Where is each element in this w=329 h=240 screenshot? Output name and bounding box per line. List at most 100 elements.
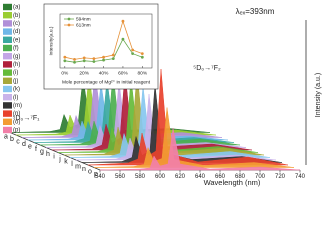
legend-label: (l) <box>13 95 18 101</box>
y-axis-label: Intensity (a.u.) <box>315 73 322 117</box>
x-tick-label: 580 <box>135 174 146 180</box>
depth-label: l <box>71 161 73 168</box>
legend-label: (b) <box>13 13 20 19</box>
legend-label: (n) <box>13 111 20 117</box>
x-tick-label: 20% <box>79 70 89 76</box>
spectrum <box>75 93 277 161</box>
depth-label: p <box>94 171 98 178</box>
depth-label: d <box>22 141 26 148</box>
chart: λₑₓ=393nm Wavelength (nm) Intensity (a.u… <box>3 3 322 187</box>
marker <box>140 52 144 55</box>
legend-label: (e) <box>13 37 20 43</box>
x-tick-label: 680 <box>235 174 246 180</box>
marker <box>82 56 86 60</box>
spectrum <box>93 107 295 168</box>
depth-label: f <box>35 146 37 153</box>
marker <box>102 58 105 62</box>
x-tick-label: 700 <box>255 174 266 180</box>
x-tick-label: 620 <box>175 174 186 180</box>
legend-swatch <box>3 85 12 93</box>
legend-label: 613nm <box>76 22 91 28</box>
marker <box>102 55 105 59</box>
depth-label: k <box>64 158 68 165</box>
inset-frame <box>43 3 159 90</box>
depth-label: c <box>16 138 20 145</box>
x-tick-label: 600 <box>155 174 166 180</box>
x-tick-label: 720 <box>275 174 286 180</box>
legend-label: (k) <box>13 87 20 93</box>
legend-label: (j) <box>13 78 18 84</box>
marker <box>111 53 115 57</box>
legend-swatch <box>3 118 12 125</box>
depth-label: n <box>82 166 86 173</box>
spectrum <box>69 85 271 158</box>
marker <box>131 52 135 55</box>
spectrum <box>45 81 247 148</box>
x-axis-label: Wavelength (nm) <box>204 178 261 187</box>
marker <box>131 48 135 52</box>
inset-plot <box>59 13 153 69</box>
depth-label: e <box>28 143 32 150</box>
spectrum <box>51 71 253 151</box>
spectrum <box>63 70 265 156</box>
legend-swatch <box>3 69 12 76</box>
depth-label: m <box>75 163 81 170</box>
spectrum <box>15 74 217 136</box>
legend-swatch <box>3 20 12 27</box>
x-tick-label: 640 <box>195 174 206 180</box>
legend-label: (d) <box>13 29 20 35</box>
spectrum <box>87 68 289 166</box>
x-tick-label: 660 <box>215 174 226 180</box>
legend-marker <box>67 17 71 21</box>
x-tick-label: 540 <box>95 174 106 180</box>
legend-swatch <box>3 102 12 109</box>
marker <box>73 60 76 64</box>
x-tick-label: 740 <box>295 174 306 180</box>
legend-swatch <box>3 61 12 68</box>
legend-label: (f) <box>13 46 19 52</box>
spectrum <box>57 77 259 153</box>
depth-label: a <box>4 133 8 140</box>
legend-marker <box>67 23 71 27</box>
legend-label: (c) <box>13 21 20 27</box>
spectrum <box>21 71 223 138</box>
marker <box>92 57 96 61</box>
y-axis-label: Intensity(a.u.) <box>48 26 54 55</box>
legend-swatch <box>3 3 12 11</box>
marker <box>140 55 144 59</box>
legend-label: (a) <box>13 5 20 11</box>
chart-title: λₑₓ=393nm <box>236 7 275 16</box>
depth-label: g <box>40 148 44 155</box>
depth-label: i <box>53 153 55 160</box>
legend-swatch <box>3 28 12 35</box>
depth-axis <box>9 132 101 171</box>
depth-label: h <box>46 151 50 158</box>
legend-label: 594nm <box>76 16 91 22</box>
x-tick-label: 60% <box>118 70 128 76</box>
spectrum <box>39 72 241 146</box>
legend-label: (i) <box>13 70 18 76</box>
spectrum <box>99 127 301 171</box>
legend-label: (p) <box>13 128 20 134</box>
annotation: ⁵D₀→⁷F₁ <box>12 115 40 122</box>
legend-label: (o) <box>13 119 20 125</box>
depth-label: b <box>10 136 14 143</box>
legend-swatch <box>3 94 12 101</box>
x-tick-label: 80% <box>138 70 148 76</box>
marker <box>121 37 125 41</box>
marker <box>92 60 96 63</box>
x-tick-label: 40% <box>99 70 109 76</box>
legend-label: (m) <box>13 103 22 109</box>
spectrum <box>9 77 211 133</box>
marker <box>121 19 125 23</box>
legend-swatch <box>3 44 12 52</box>
spectrum <box>27 82 229 141</box>
marker <box>111 57 115 61</box>
marker <box>73 57 76 61</box>
x-axis-label: Mole percentage of Mg²⁺ in initial reage… <box>62 79 151 85</box>
x-tick-label: 0% <box>61 70 69 76</box>
legend-swatch <box>3 12 12 19</box>
annotation: ⁵D₀→⁷F₂ <box>193 65 221 72</box>
spectrum <box>33 79 235 143</box>
legend-swatch <box>3 126 12 134</box>
